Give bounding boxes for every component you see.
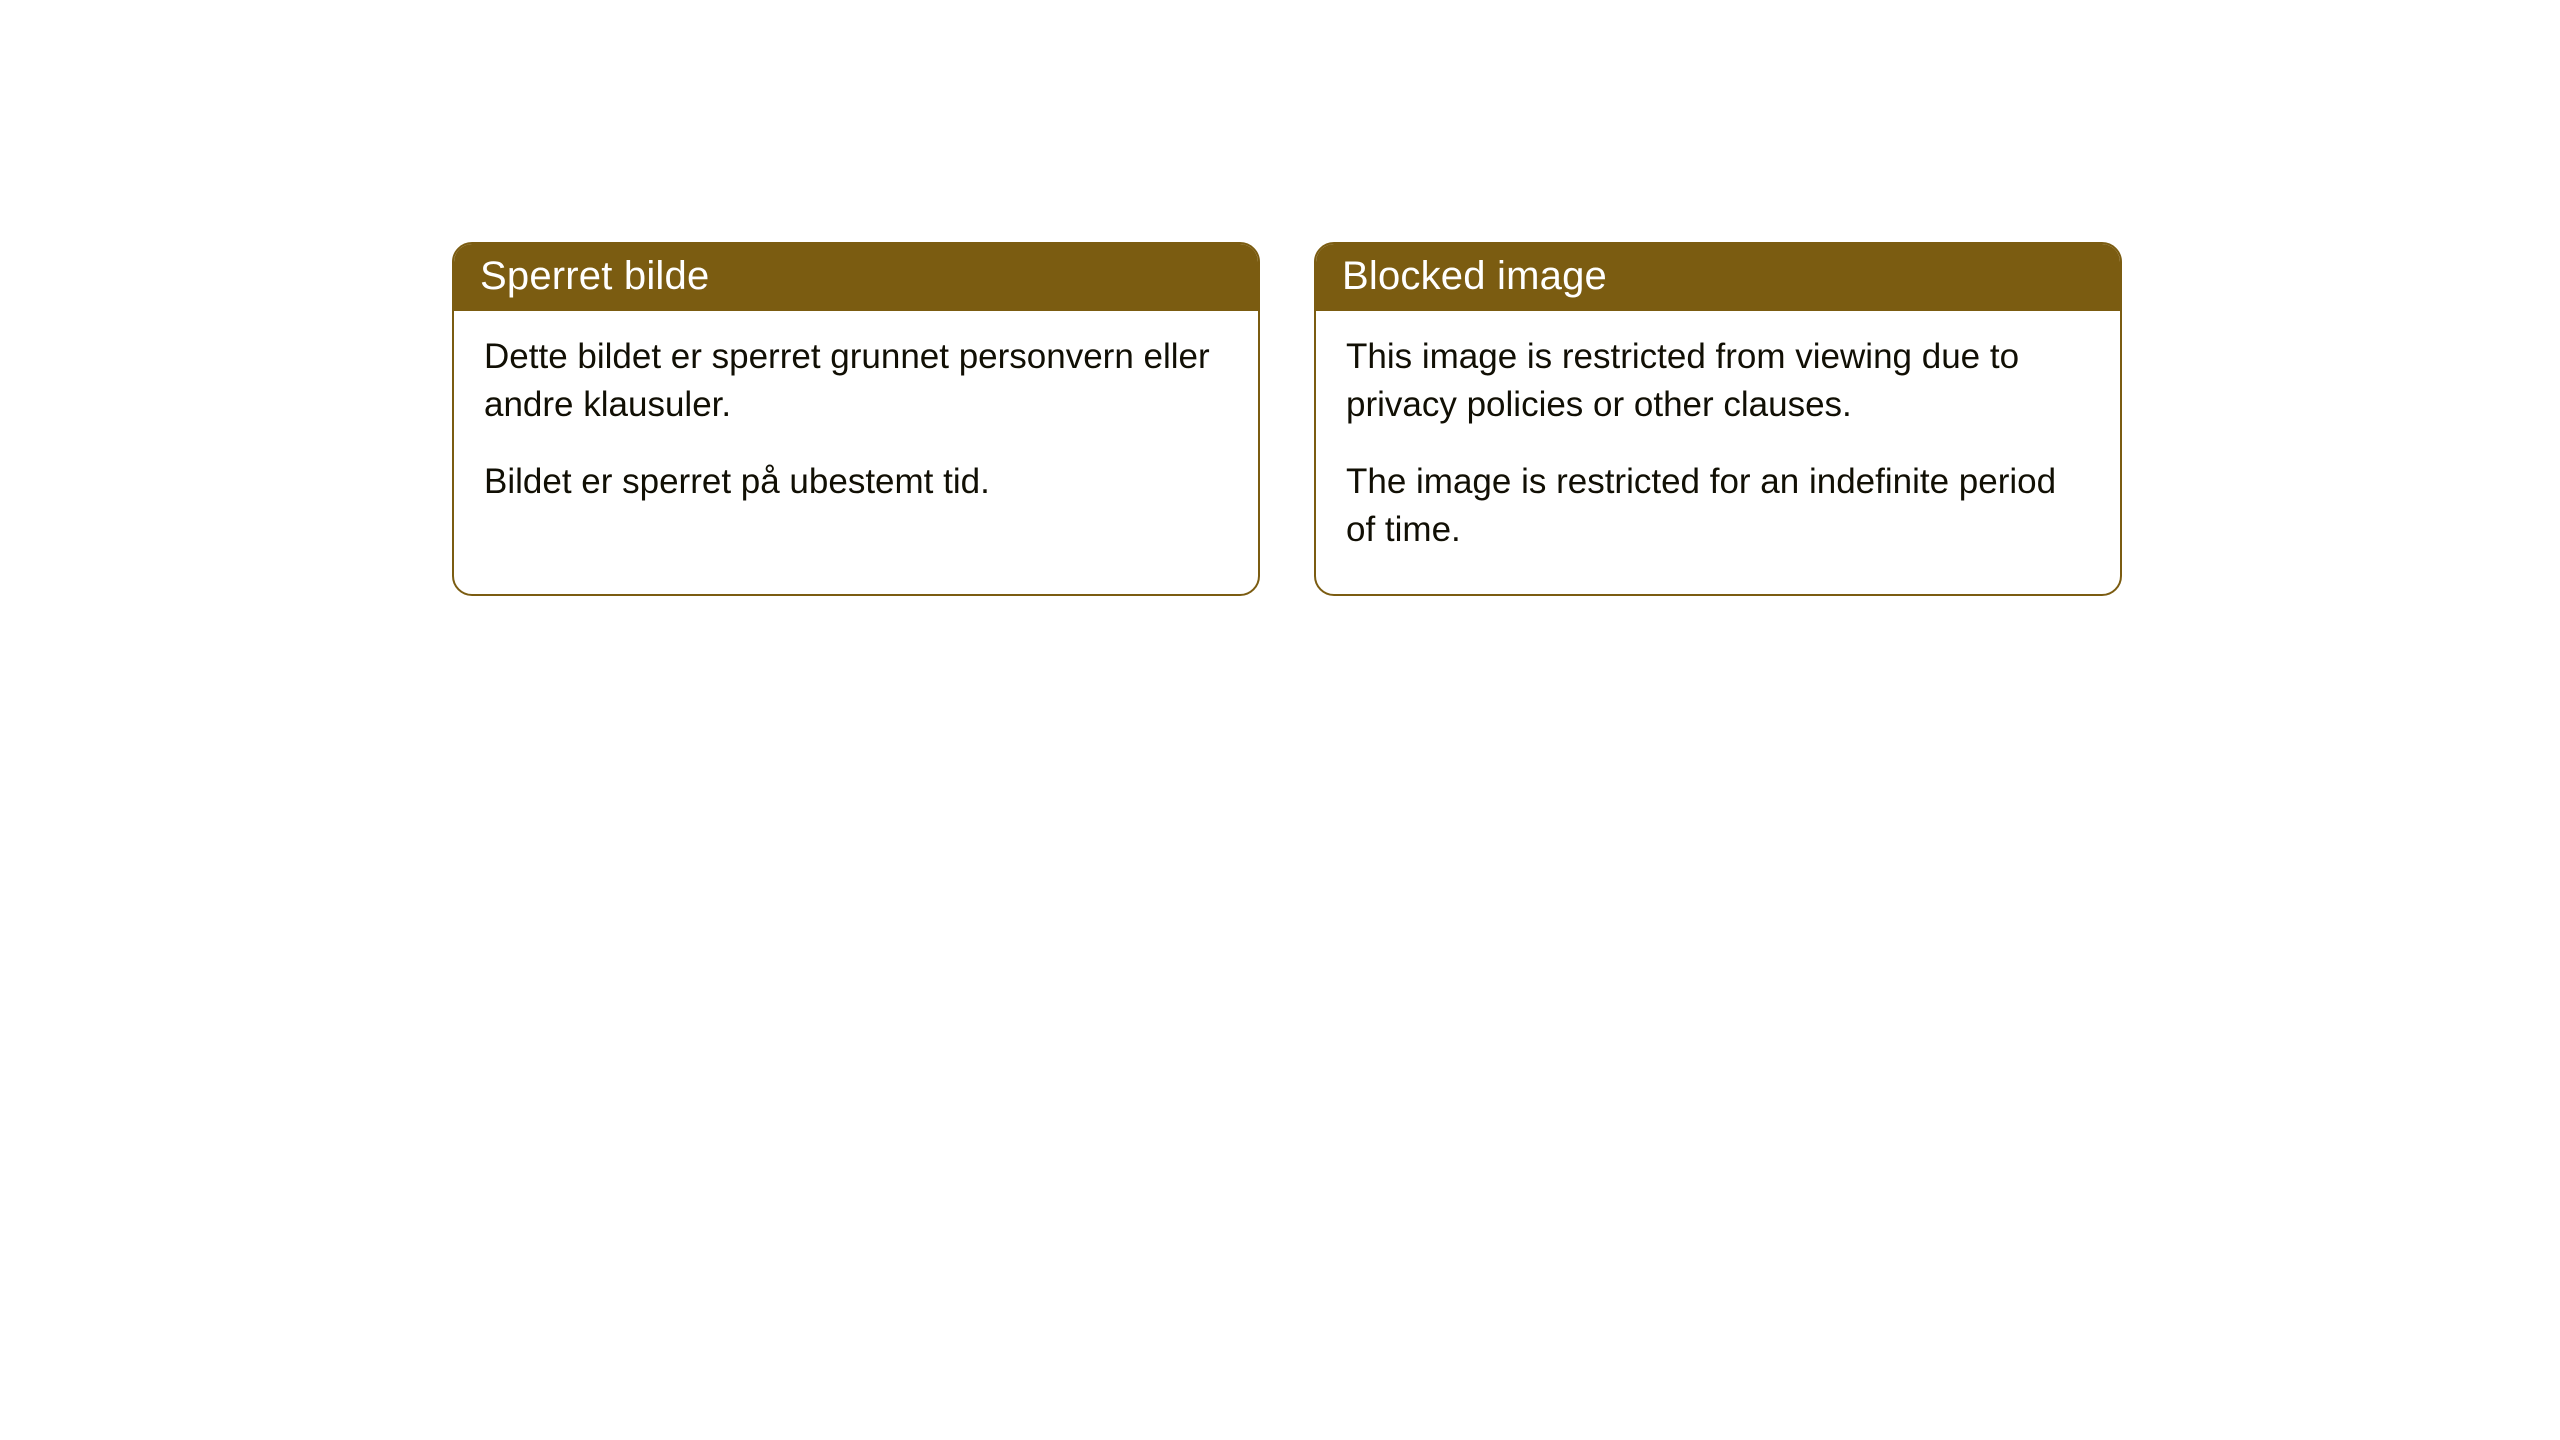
card-paragraph: The image is restricted for an indefinit… xyxy=(1346,458,2090,555)
card-body: Dette bildet er sperret grunnet personve… xyxy=(454,311,1258,546)
card-paragraph: Dette bildet er sperret grunnet personve… xyxy=(484,333,1228,430)
card-title: Blocked image xyxy=(1316,244,2120,311)
card-title: Sperret bilde xyxy=(454,244,1258,311)
card-body: This image is restricted from viewing du… xyxy=(1316,311,2120,594)
cards-container: Sperret bilde Dette bildet er sperret gr… xyxy=(452,242,2122,596)
card-paragraph: Bildet er sperret på ubestemt tid. xyxy=(484,458,1228,506)
blocked-image-card-norwegian: Sperret bilde Dette bildet er sperret gr… xyxy=(452,242,1260,596)
blocked-image-card-english: Blocked image This image is restricted f… xyxy=(1314,242,2122,596)
card-paragraph: This image is restricted from viewing du… xyxy=(1346,333,2090,430)
